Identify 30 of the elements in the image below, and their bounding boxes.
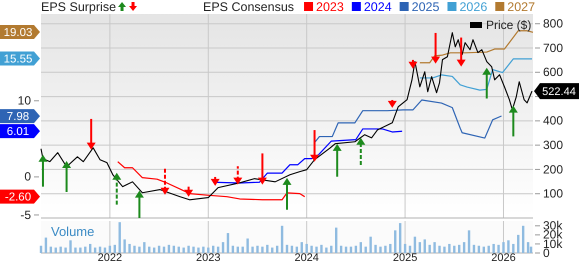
annotation: 6.01 [6, 126, 30, 138]
x-tick-label: 2026 [491, 252, 516, 264]
x-tick-label: 2025 [392, 252, 418, 264]
y2-tick-label: 700 [543, 40, 564, 55]
legend-label: 2023 [316, 0, 344, 14]
y2-tick-label: 100 [543, 186, 564, 201]
y2-tick-label: 200 [543, 162, 564, 176]
legend-label: 2025 [412, 0, 440, 14]
data-label: 522.44 [542, 86, 576, 98]
annotation: -2.60 [4, 192, 32, 204]
y-axis-title: Volume [51, 224, 94, 239]
annotation: EPS Surprise [41, 0, 116, 14]
legend-label: 2026 [459, 0, 488, 14]
x-tick-label: 2023 [196, 252, 221, 264]
legend-label: Price ($) [486, 18, 532, 32]
y2-tick-label: 400 [543, 114, 564, 128]
x-tick-label: 2022 [98, 252, 122, 264]
y2-tick-label: 300 [543, 138, 564, 152]
annotation: 7.98 [6, 111, 30, 124]
y-tick-label: 0 [24, 170, 32, 184]
annotation: 19.03 [4, 27, 32, 40]
x-tick-label: 2024 [294, 252, 319, 264]
legend-label: 2024 [364, 0, 392, 14]
y2-tick-label: 800 [543, 16, 564, 31]
y2-tick-label: 600 [543, 65, 564, 80]
legend-title: EPS Consensus [203, 0, 294, 14]
y-tick-label: 10 [18, 94, 32, 108]
legend-label: 2027 [507, 0, 536, 14]
y-tick-label: -5 [20, 208, 32, 222]
annotation: 15.55 [4, 54, 32, 66]
